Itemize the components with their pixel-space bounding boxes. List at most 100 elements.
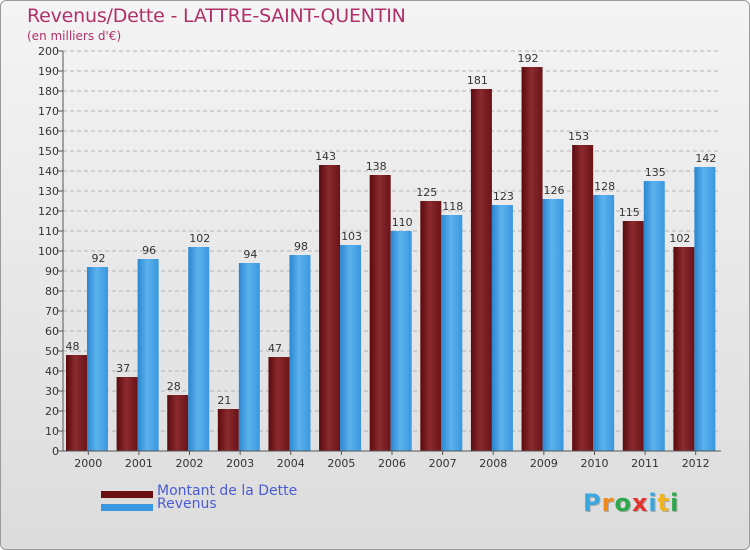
- data-label-debt-2001: 37: [116, 362, 130, 375]
- bar-revenus-2004: [289, 255, 311, 451]
- bar-revenus-2008: [491, 205, 513, 451]
- chart-subtitle: (en milliers d'€): [27, 29, 122, 43]
- data-label-revenus-2011: 135: [645, 166, 666, 179]
- bar-revenus-2009: [542, 199, 564, 451]
- y-tick-label: 60: [45, 325, 59, 338]
- legend-label-debt: Montant de la Dette: [157, 483, 298, 499]
- bar-debt-2006: [369, 175, 391, 451]
- data-label-debt-2010: 153: [568, 130, 589, 143]
- bar-debt-2008: [470, 89, 492, 451]
- y-tick-label: 160: [38, 125, 59, 138]
- logo-letter: t: [657, 489, 671, 517]
- bar-revenus-2007: [441, 215, 463, 451]
- y-tick-label: 200: [38, 45, 59, 58]
- bar-revenus-2003: [238, 263, 260, 451]
- y-tick-label: 150: [38, 145, 59, 158]
- data-label-revenus-2000: 92: [92, 252, 106, 265]
- proxiti-logo: Proxiti: [583, 489, 679, 517]
- x-tick-label-2011: 2011: [631, 457, 659, 470]
- data-label-revenus-2007: 118: [442, 200, 463, 213]
- data-label-revenus-2002: 102: [189, 232, 210, 245]
- bar-revenus-2011: [643, 181, 665, 451]
- y-tick-label: 190: [38, 65, 59, 78]
- data-label-debt-2005: 143: [315, 150, 336, 163]
- data-label-revenus-2008: 123: [493, 190, 514, 203]
- logo-letter: i: [648, 489, 658, 517]
- y-tick-label: 70: [45, 305, 59, 318]
- logo-letter: i: [670, 489, 680, 517]
- bar-revenus-2002: [188, 247, 210, 451]
- data-label-revenus-2001: 96: [142, 244, 156, 257]
- y-tick-label: 40: [45, 365, 59, 378]
- x-tick-label-2009: 2009: [530, 457, 558, 470]
- bar-revenus-2000: [87, 267, 108, 451]
- x-tick-label-2008: 2008: [479, 457, 507, 470]
- bar-debt-2007: [420, 201, 442, 451]
- bar-debt-2005: [319, 165, 341, 451]
- data-label-revenus-2012: 142: [695, 152, 716, 165]
- data-label-debt-2008: 181: [467, 74, 488, 87]
- bar-revenus-2012: [694, 167, 716, 451]
- data-label-revenus-2004: 98: [294, 240, 308, 253]
- x-tick-label-2000: 2000: [74, 457, 102, 470]
- bar-debt-2003: [217, 409, 239, 451]
- data-label-debt-2007: 125: [416, 186, 437, 199]
- data-label-debt-2012: 102: [669, 232, 690, 245]
- y-tick-label: 120: [38, 205, 59, 218]
- y-tick-label: 140: [38, 165, 59, 178]
- legend-label-revenus: Revenus: [157, 496, 217, 512]
- bar-debt-2010: [572, 145, 594, 451]
- bar-debt-2002: [167, 395, 189, 451]
- data-label-debt-2003: 21: [217, 394, 231, 407]
- x-tick-label-2002: 2002: [176, 457, 204, 470]
- y-tick-label: 180: [38, 85, 59, 98]
- bar-debt-2012: [673, 247, 695, 451]
- y-tick-label: 50: [45, 345, 59, 358]
- data-label-debt-2000: 48: [66, 340, 80, 353]
- logo-letter: o: [614, 489, 632, 517]
- data-label-debt-2006: 138: [366, 160, 387, 173]
- y-tick-label: 100: [38, 245, 59, 258]
- logo-letter: P: [583, 489, 602, 517]
- bar-debt-2011: [622, 221, 644, 451]
- data-label-debt-2002: 28: [167, 380, 181, 393]
- chart-title: Revenus/Dette - LATTRE-SAINT-QUENTIN: [27, 5, 406, 27]
- x-tick-label-2012: 2012: [682, 457, 710, 470]
- bar-revenus-2001: [137, 259, 159, 451]
- bar-debt-2001: [116, 377, 138, 451]
- y-tick-label: 170: [38, 105, 59, 118]
- bar-debt-2009: [521, 67, 543, 451]
- bar-debt-2004: [268, 357, 290, 451]
- y-tick-label: 0: [52, 445, 59, 458]
- bar-revenus-2005: [340, 245, 362, 451]
- data-label-revenus-2006: 110: [392, 216, 413, 229]
- data-label-debt-2004: 47: [268, 342, 282, 355]
- x-tick-label-2003: 2003: [226, 457, 254, 470]
- bar-revenus-2010: [593, 195, 615, 451]
- legend-swatch-revenus: [101, 504, 153, 511]
- data-label-revenus-2003: 94: [243, 248, 257, 261]
- y-tick-label: 20: [45, 405, 59, 418]
- logo-letter: x: [631, 489, 649, 517]
- x-tick-label-2004: 2004: [277, 457, 305, 470]
- legend-swatch-debt: [101, 491, 153, 498]
- bar-debt-2000: [66, 355, 87, 451]
- y-tick-label: 130: [38, 185, 59, 198]
- data-label-revenus-2005: 103: [341, 230, 362, 243]
- y-tick-label: 80: [45, 285, 59, 298]
- x-tick-label-2007: 2007: [429, 457, 457, 470]
- data-label-debt-2011: 115: [619, 206, 640, 219]
- x-tick-label-2005: 2005: [327, 457, 355, 470]
- data-label-revenus-2009: 126: [544, 184, 565, 197]
- bar-revenus-2006: [390, 231, 412, 451]
- y-tick-label: 30: [45, 385, 59, 398]
- data-label-debt-2009: 192: [518, 52, 539, 65]
- x-tick-label-2010: 2010: [580, 457, 608, 470]
- x-tick-label-2001: 2001: [125, 457, 153, 470]
- data-label-revenus-2010: 128: [594, 180, 615, 193]
- y-tick-label: 90: [45, 265, 59, 278]
- y-tick-label: 110: [38, 225, 59, 238]
- logo-letter: r: [601, 489, 615, 517]
